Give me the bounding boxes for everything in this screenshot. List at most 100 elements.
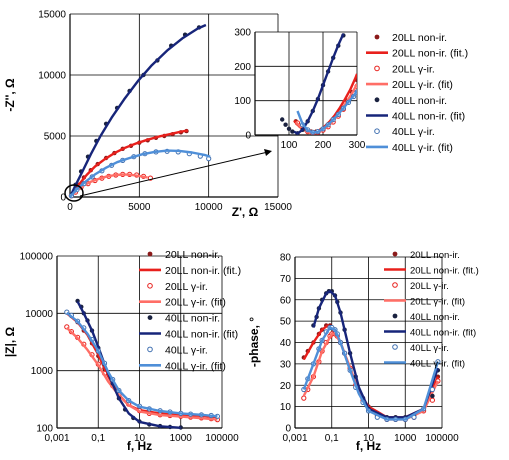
- y-axis-label: |Z|, Ω: [3, 326, 17, 357]
- y-tick-label: 80: [280, 253, 292, 264]
- x-tick-label: 200: [315, 140, 332, 151]
- legend-label: 40LL non-ir.: [392, 95, 447, 107]
- x-tick-label: 0,001: [282, 433, 307, 444]
- data-point: [429, 397, 435, 403]
- x-tick-label: 15000: [264, 202, 292, 213]
- legend-item: 40LL non-ir.: [147, 313, 220, 325]
- legend-label: 40LL non-ir. (fit): [392, 111, 465, 123]
- x-tick-label: 1000: [170, 433, 193, 444]
- legend-label: 40LL non-ir. (fit): [410, 328, 476, 339]
- y-tick-label: 30: [280, 359, 292, 370]
- series-line: [293, 33, 345, 135]
- legend-item: 20LL non-ir.: [147, 249, 220, 261]
- x-tick-label: 0: [67, 202, 73, 213]
- legend-label: 40LL non-ir.: [410, 312, 460, 323]
- series-line: [302, 326, 440, 421]
- legend-label: 40LL non-ir.: [165, 313, 220, 325]
- x-axis-label: f, Hz: [127, 439, 152, 453]
- x-axis-label: Z', Ω: [232, 205, 259, 219]
- plot-area: [64, 298, 220, 430]
- legend-marker-swatch: [374, 97, 380, 103]
- series: [68, 23, 207, 198]
- legend-label: 40LL γ-ir. (fit): [410, 359, 465, 370]
- legend-item: 40LL γ-ir. (fit): [366, 142, 453, 154]
- y-tick-label: 0: [60, 193, 66, 204]
- x-tick-label: 0,001: [44, 433, 69, 444]
- y-tick-label: 0: [285, 424, 291, 435]
- series: [65, 326, 218, 421]
- x-tick-label: 0,1: [325, 433, 339, 444]
- legend-item: 40LL γ-ir.: [392, 343, 449, 354]
- legend-label: 20LL non-ir. (fit.): [392, 48, 468, 60]
- series: [311, 289, 441, 420]
- y-tick-label: 100: [234, 96, 251, 107]
- plot-area: [301, 289, 441, 422]
- nyquist-plot: 0 5000 10000 15000 0 5000 10000 15000 Z', Ω -Z'',…: [3, 10, 292, 220]
- legend-label: 40LL non-ir. (fit): [165, 329, 238, 341]
- x-tick-label: 100: [281, 140, 298, 151]
- series: [69, 129, 189, 198]
- legend-item: 40LL γ-ir. (fit): [139, 360, 226, 372]
- series-line: [69, 129, 189, 198]
- y-tick-label: 200: [234, 62, 251, 73]
- legend-label: 20LL γ-ir. (fit): [410, 297, 465, 308]
- legend-marker-swatch: [392, 344, 398, 350]
- legend-label: 20LL non-ir.: [392, 32, 447, 44]
- legend-item: 20LL non-ir.: [392, 250, 460, 261]
- x-tick-label: 10: [363, 433, 375, 444]
- inset-background: [255, 32, 357, 135]
- y-tick-label: 1000: [31, 366, 54, 377]
- legend-label: 40LL γ-ir.: [165, 344, 208, 356]
- legend-marker-swatch: [392, 313, 398, 319]
- legend-item: 40LL non-ir. (fit): [366, 111, 465, 123]
- legend-marker-swatch: [374, 128, 380, 134]
- x-tick-label: 100000: [205, 433, 239, 444]
- plot-area: [68, 23, 212, 199]
- legend-item: 40LL γ-ir. (fit): [384, 359, 465, 370]
- bode-magnitude-plot: 0,001 0,1 10 1000 100000 100 1000 10000 100000 f,…: [3, 252, 239, 454]
- legend-label: 20LL γ-ir.: [165, 281, 208, 293]
- x-tick-label: 0,1: [91, 433, 105, 444]
- x-tick-label: 100000: [425, 433, 459, 444]
- legend-label: 40LL γ-ir.: [392, 126, 435, 138]
- y-tick-label: 10000: [25, 309, 53, 320]
- zoom-arrow-head: [264, 149, 272, 156]
- legend-item: 40LL non-ir. (fit): [384, 328, 476, 339]
- legend-marker-swatch: [147, 346, 153, 353]
- y-tick-label: 20: [280, 381, 292, 392]
- gridlines: [295, 256, 443, 428]
- legend-item: 20LL non-ir. (fit.): [139, 265, 241, 277]
- legend-item: 20LL γ-ir.: [374, 63, 435, 75]
- series-line: [76, 301, 181, 429]
- legend-label: 20LL γ-ir. (fit): [165, 297, 226, 309]
- legend-marker-swatch: [392, 251, 398, 257]
- legend-nyquist: 20LL non-ir. 20LL non-ir. (fit.) 20LL γ-ir…: [366, 32, 468, 154]
- plot-area: [280, 33, 357, 135]
- legend-marker-swatch: [374, 65, 380, 72]
- legend-item: 20LL non-ir. (fit.): [366, 48, 468, 60]
- series: [302, 326, 440, 421]
- bode-phase-plot: 0,001 0,1 10 1000 100000 0 10 20 30 40 50 60 70 80 f, …: [247, 253, 459, 454]
- legend-bode-magnitude: 20LL non-ir. 20LL non-ir. (fit.) 20LL γ-ir…: [139, 249, 241, 372]
- legend-item: 40LL non-ir. (fit): [139, 329, 238, 341]
- legend-item: 20LL γ-ir.: [147, 281, 208, 293]
- y-axis-label: -Z'', Ω: [3, 78, 17, 112]
- series-line: [65, 326, 218, 421]
- x-tick-label: 10: [134, 433, 146, 444]
- zoom-arrow-line: [79, 151, 269, 197]
- legend-item: 40LL γ-ir.: [374, 126, 435, 138]
- y-tick-label: 60: [280, 295, 292, 306]
- y-tick-label: 10000: [38, 71, 66, 82]
- legend-item: 20LL non-ir. (fit.): [384, 266, 479, 277]
- legend-item: 40LL non-ir.: [374, 95, 447, 107]
- series: [66, 311, 218, 418]
- legend-label: 40LL γ-ir. (fit): [165, 360, 226, 372]
- data-point: [301, 395, 307, 401]
- series-line: [296, 90, 357, 134]
- legend-label: 20LL non-ir.: [165, 249, 220, 261]
- y-tick-label: 300: [234, 28, 251, 39]
- data-point: [283, 122, 288, 127]
- gridlines: [57, 255, 223, 428]
- legend-item: 20LL γ-ir.: [392, 281, 449, 292]
- legend-marker-swatch: [147, 315, 153, 320]
